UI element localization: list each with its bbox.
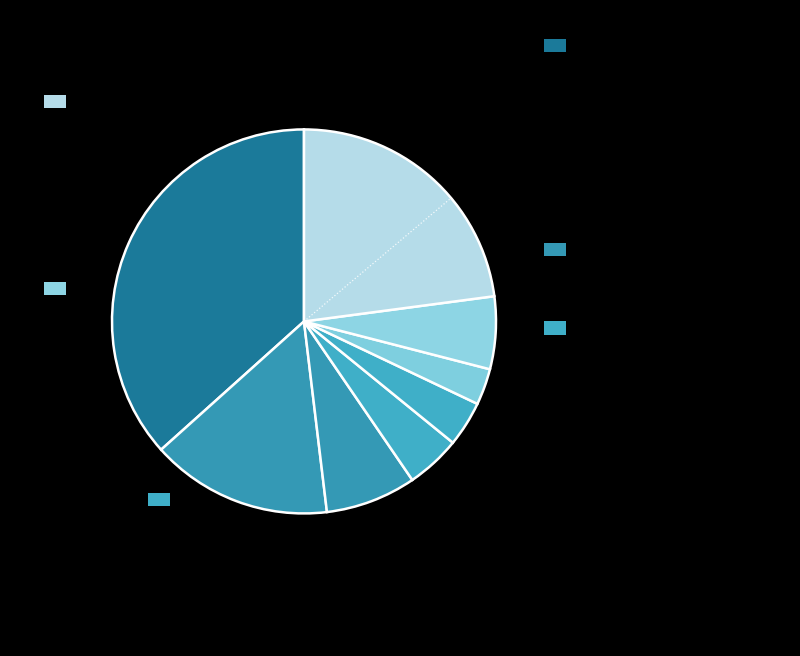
- Wedge shape: [304, 321, 478, 443]
- Bar: [148, 493, 170, 506]
- Wedge shape: [112, 129, 304, 449]
- Bar: [544, 39, 566, 52]
- Wedge shape: [304, 321, 453, 480]
- Bar: [544, 243, 566, 256]
- Wedge shape: [304, 297, 496, 369]
- Wedge shape: [304, 321, 490, 404]
- Wedge shape: [304, 321, 412, 512]
- Bar: [44, 282, 66, 295]
- Bar: [44, 95, 66, 108]
- Wedge shape: [304, 129, 494, 321]
- Bar: [544, 321, 566, 335]
- Wedge shape: [161, 321, 327, 514]
